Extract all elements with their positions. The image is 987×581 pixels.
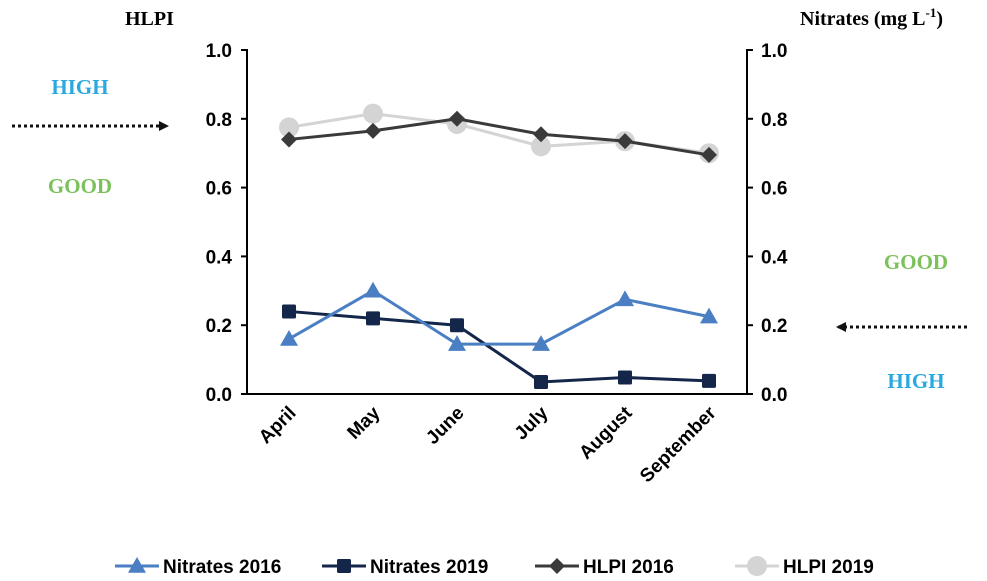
- right-tick-label: 0.6: [761, 179, 787, 200]
- diamond-marker: [365, 122, 381, 139]
- diamond-marker: [549, 558, 565, 574]
- right-tick-label: 0.2: [761, 316, 787, 337]
- triangle-marker: [364, 281, 382, 298]
- right-axis-title: Nitrates (mg L-1): [800, 5, 943, 30]
- legend-item: HLPI 2016: [535, 557, 674, 578]
- diamond-marker: [281, 131, 297, 148]
- square-marker: [337, 559, 351, 573]
- left-axis-title: HLPI: [125, 8, 174, 30]
- circle-marker: [747, 556, 767, 576]
- legend-label: Nitrates 2019: [370, 557, 488, 578]
- diamond-marker: [701, 146, 717, 163]
- right-good-label: GOOD: [884, 250, 948, 274]
- square-marker: [366, 311, 380, 326]
- left-tick-label: 0.4: [206, 247, 233, 268]
- left-tick-label: 1.0: [206, 41, 232, 62]
- category-label: May: [344, 402, 385, 443]
- left-high-label: HIGH: [51, 75, 108, 99]
- series-group: [279, 103, 719, 389]
- square-marker: [450, 318, 464, 333]
- series-line: [288, 117, 710, 157]
- category-label: April: [255, 403, 300, 448]
- category-label: August: [575, 402, 637, 464]
- ticks: 0.0 0.2 0.4 0.6 0.8 1.0 0.0 0.2 0.4 0.6 0.8 1.0: [206, 41, 788, 406]
- axes: [246, 49, 748, 395]
- category-label: September: [636, 402, 721, 487]
- triangle-marker: [700, 307, 718, 324]
- triangle-marker: [448, 335, 466, 351]
- square-marker: [282, 304, 296, 319]
- right-tick-label: 0.0: [761, 385, 787, 406]
- diamond-marker: [533, 126, 549, 143]
- category-label: July: [511, 402, 553, 444]
- left-tick-label: 0.8: [206, 110, 232, 131]
- series-line: [288, 289, 710, 346]
- right-high-label: HIGH: [887, 369, 944, 393]
- square-marker: [702, 373, 716, 388]
- triangle-marker: [616, 290, 634, 307]
- right-tick-label: 1.0: [761, 41, 787, 62]
- circle-marker: [279, 117, 299, 138]
- circle-marker: [363, 103, 383, 124]
- left-tick-label: 0.2: [206, 316, 232, 337]
- series-line: [288, 309, 710, 384]
- diamond-marker: [449, 110, 465, 127]
- diamond-marker: [617, 133, 633, 150]
- square-marker: [534, 374, 548, 389]
- triangle-marker: [128, 557, 146, 573]
- right-tick-label: 0.4: [761, 247, 788, 268]
- category-label: June: [422, 403, 468, 449]
- right-axis-title-sup: -1: [926, 5, 937, 20]
- series-nitrates-2019: [282, 304, 716, 389]
- right-axis-title-main: Nitrates (mg L: [800, 8, 926, 30]
- triangle-marker: [532, 335, 550, 351]
- legend-label: Nitrates 2016: [163, 557, 281, 578]
- legend-item: Nitrates 2019: [322, 557, 488, 578]
- left-tick-label: 0.6: [206, 179, 232, 200]
- legend-item: Nitrates 2016: [115, 557, 281, 578]
- left-good-label: GOOD: [48, 174, 112, 198]
- legend: Nitrates 2016 Nitrates 2019 HLPI 2016 HLPI …: [115, 556, 874, 578]
- series-hlpi-2016: [281, 110, 717, 163]
- category-labels: April May June July August September: [255, 402, 721, 487]
- square-marker: [618, 370, 632, 385]
- right-tick-label: 0.8: [761, 110, 787, 131]
- left-tick-label: 0.0: [206, 385, 232, 406]
- series-nitrates-2016: [280, 281, 718, 351]
- legend-label: HLPI 2016: [583, 557, 674, 578]
- legend-item: HLPI 2019: [735, 556, 874, 578]
- triangle-marker: [280, 329, 298, 346]
- right-axis-title-end: ): [936, 8, 943, 30]
- legend-label: HLPI 2019: [783, 557, 874, 578]
- circle-marker: [531, 136, 551, 157]
